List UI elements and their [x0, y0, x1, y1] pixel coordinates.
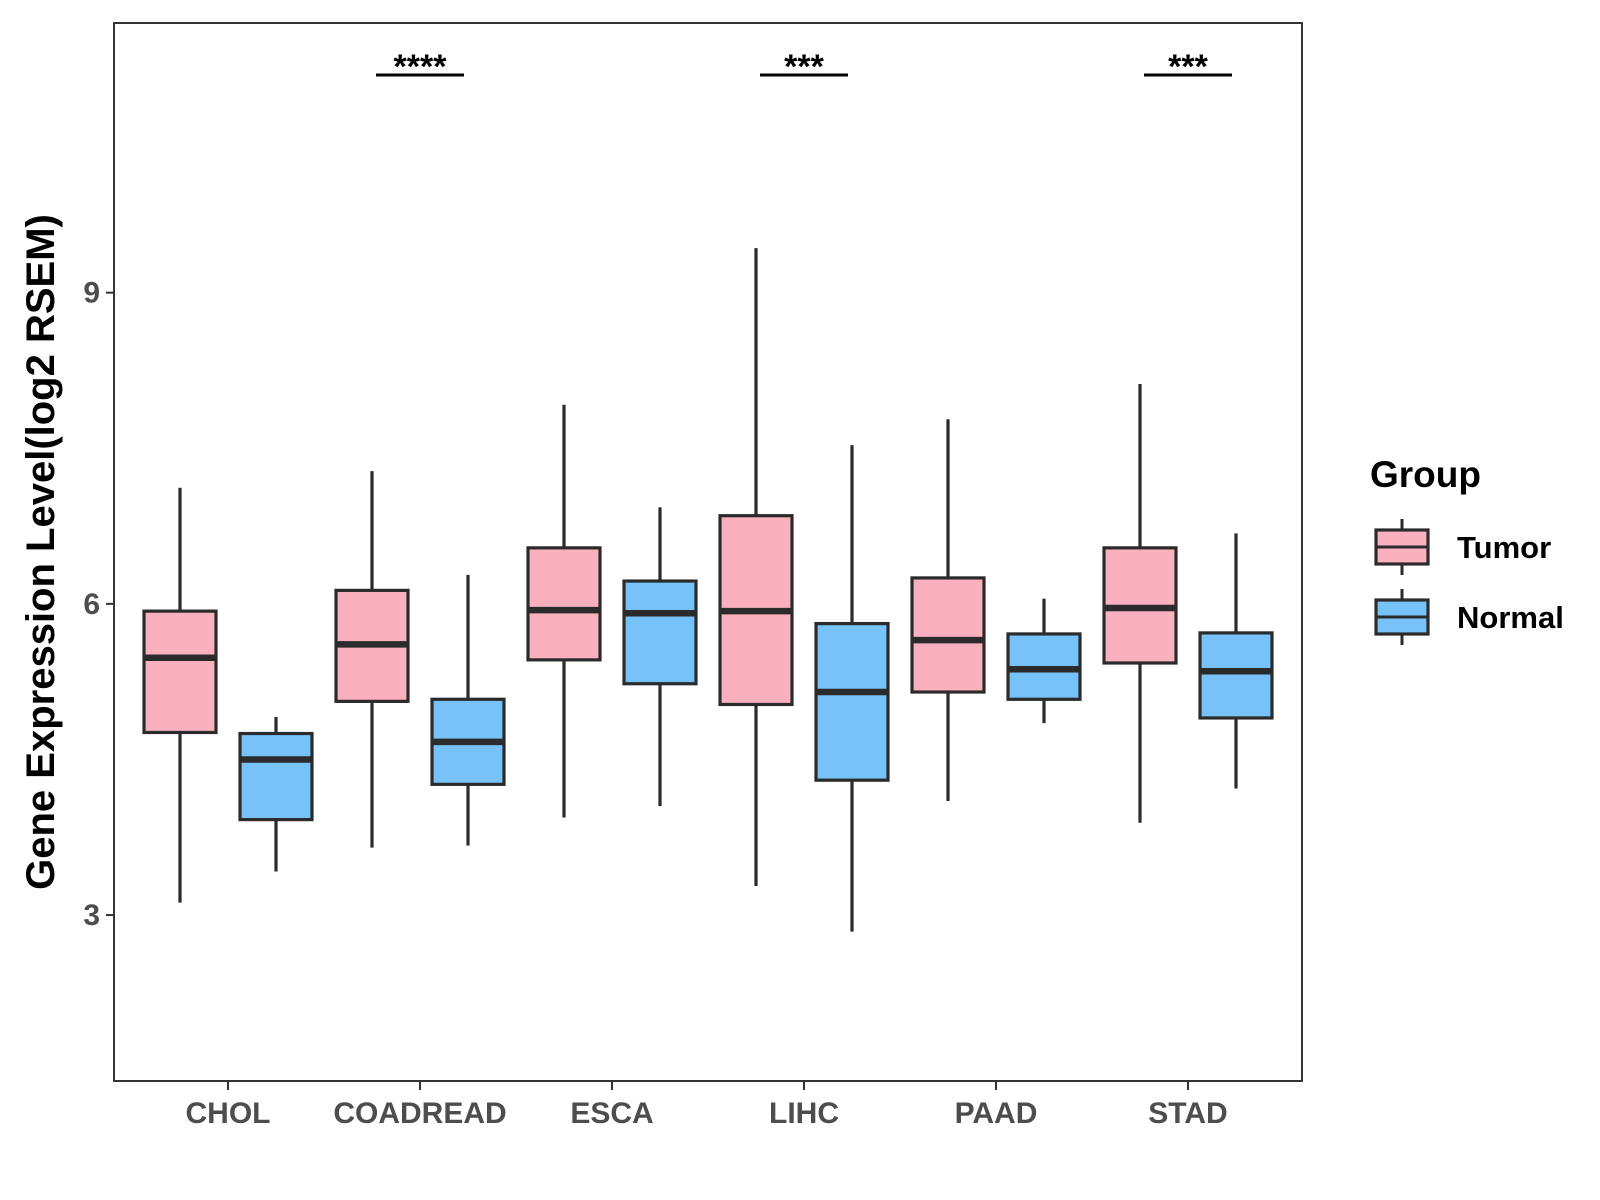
- x-tick-label-lihc: LIHC: [769, 1097, 839, 1130]
- x-tick-label-esca: ESCA: [570, 1097, 653, 1130]
- legend-title: Group: [1370, 454, 1481, 495]
- box-lihc-normal: [814, 445, 890, 932]
- box-iqr: [142, 609, 218, 735]
- x-tick-label-paad: PAAD: [955, 1097, 1038, 1130]
- box-paad-normal: [1006, 598, 1082, 724]
- significance-coadread: ****: [376, 48, 464, 86]
- y-tick-label: 6: [83, 588, 100, 621]
- box-iqr: [622, 579, 698, 686]
- box-iqr: [526, 546, 602, 662]
- box-stad-normal: [1198, 533, 1274, 789]
- y-tick-label: 9: [83, 277, 100, 310]
- box-layer: [142, 248, 1274, 932]
- box-esca-tumor: [526, 404, 602, 818]
- box-iqr: [910, 576, 986, 694]
- box-coadread-tumor: [334, 471, 410, 848]
- legend-item-tumor: Tumor: [1374, 519, 1551, 575]
- legend-item-normal: Normal: [1374, 589, 1564, 645]
- y-axis: 3 6 9: [83, 277, 114, 932]
- box-iqr: [814, 621, 890, 782]
- significance-lihc: ***: [760, 48, 848, 86]
- significance-annotations: **** *** ***: [376, 48, 1232, 86]
- x-axis: CHOL COADREAD ESCA LIHC PAAD STAD: [186, 1081, 1228, 1130]
- box-chol-normal: [238, 716, 314, 872]
- y-tick-label: 3: [83, 899, 100, 932]
- box-iqr: [1198, 631, 1274, 720]
- x-tick-label-chol: CHOL: [186, 1097, 271, 1130]
- x-tick-label-coadread: COADREAD: [333, 1097, 506, 1130]
- legend: Group Tumor Normal: [1370, 454, 1564, 645]
- box-paad-tumor: [910, 419, 986, 801]
- significance-label: ***: [1168, 48, 1208, 86]
- x-tick-label-stad: STAD: [1148, 1097, 1227, 1130]
- significance-label: ***: [784, 48, 824, 86]
- box-stad-tumor: [1102, 383, 1178, 823]
- box-chol-tumor: [142, 487, 218, 903]
- significance-label: ****: [394, 48, 448, 86]
- box-iqr: [238, 731, 314, 822]
- legend-label: Normal: [1457, 600, 1564, 635]
- box-lihc-tumor: [718, 248, 794, 886]
- y-axis-title: Gene Expression Level(log2 RSEM): [19, 214, 63, 890]
- box-coadread-normal: [430, 574, 506, 846]
- legend-label: Tumor: [1457, 530, 1551, 565]
- box-esca-normal: [622, 507, 698, 807]
- significance-stad: ***: [1144, 48, 1232, 86]
